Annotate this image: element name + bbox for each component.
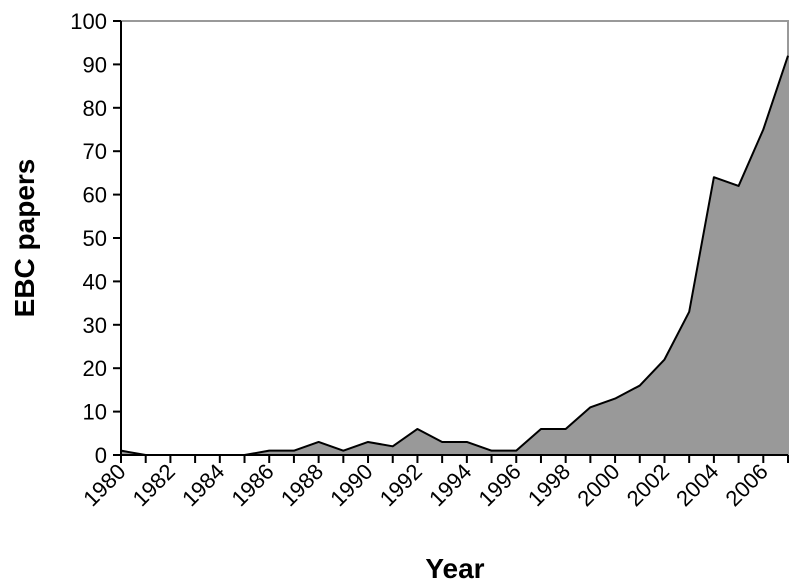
y-tick-label: 90 xyxy=(83,52,107,77)
y-axis: 0 10 20 30 40 50 60 70 80 90 100 xyxy=(70,9,122,468)
x-tick-label: 1980 xyxy=(78,459,130,511)
x-tick-label: 1984 xyxy=(177,459,229,511)
y-tick-label: 0 xyxy=(95,443,107,468)
x-tick-label: 1992 xyxy=(375,459,427,511)
y-tick-label: 70 xyxy=(83,139,107,164)
y-tick-label: 60 xyxy=(83,183,107,208)
y-tick-label: 20 xyxy=(83,356,107,381)
x-tick-label: 1994 xyxy=(424,459,476,511)
y-tick-label: 10 xyxy=(83,400,107,425)
x-tick-label: 1982 xyxy=(128,459,180,511)
area-layer xyxy=(120,55,789,456)
x-tick-label: 1996 xyxy=(474,459,526,511)
y-tick-label: 30 xyxy=(83,313,107,338)
x-tick-label: 2000 xyxy=(572,459,624,511)
y-tick-label: 80 xyxy=(83,96,107,121)
y-tick-label: 100 xyxy=(70,9,107,34)
x-axis-title: Year xyxy=(425,553,484,584)
x-tick-label: 2002 xyxy=(622,459,674,511)
x-tick-label: 1998 xyxy=(523,459,575,511)
x-tick-label: 1986 xyxy=(226,459,278,511)
y-tick-label: 40 xyxy=(83,269,107,294)
y-axis-title: EBC papers xyxy=(9,159,40,318)
x-axis: 1980198219841986198819901992199419961998… xyxy=(78,454,789,511)
x-tick-label: 2004 xyxy=(671,459,723,511)
area-fill xyxy=(121,55,788,455)
x-tick-label: 2006 xyxy=(721,459,773,511)
x-tick-label: 1990 xyxy=(325,459,377,511)
y-tick-label: 50 xyxy=(83,226,107,251)
x-tick-label: 1988 xyxy=(276,459,328,511)
